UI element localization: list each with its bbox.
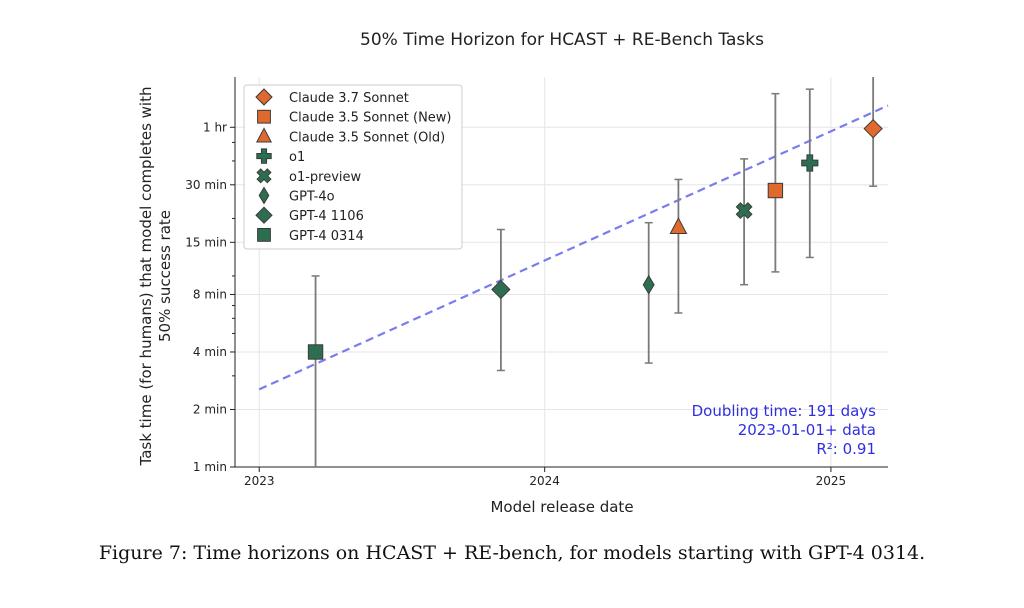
chart: 50% Time Horizon for HCAST + RE-Bench Ta… bbox=[137, 30, 889, 516]
figure-caption: Figure 7: Time horizons on HCAST + RE-be… bbox=[98, 542, 926, 564]
annotation: Doubling time: 191 days 2023-01-01+ data… bbox=[692, 402, 877, 458]
legend-entry-label: Claude 3.5 Sonnet (New) bbox=[289, 111, 452, 126]
legend-entry-label: Claude 3.7 Sonnet bbox=[289, 91, 409, 106]
marker-plus bbox=[801, 154, 819, 172]
marker-square bbox=[767, 182, 784, 199]
marker-thin-diamond bbox=[258, 186, 270, 205]
y-tick-label: 2 min bbox=[193, 402, 227, 416]
legend-entry-label: GPT-4o bbox=[289, 190, 335, 205]
marker-plus bbox=[256, 148, 272, 164]
data-point bbox=[642, 221, 655, 364]
data-point bbox=[669, 178, 688, 314]
x-tick-label: 2023 bbox=[244, 474, 275, 488]
annotation-line-1: Doubling time: 191 days bbox=[692, 402, 877, 420]
marker-diamond bbox=[255, 206, 273, 224]
y-tick-label: 8 min bbox=[193, 287, 227, 301]
legend: Claude 3.7 Sonnet Claude 3.5 Sonnet (New)… bbox=[243, 84, 463, 250]
trend-line-group bbox=[258, 104, 889, 391]
data-point bbox=[801, 88, 819, 259]
legend-entry-label: o1 bbox=[289, 150, 305, 165]
data-point bbox=[767, 92, 784, 273]
y-tick-label: 4 min bbox=[193, 345, 227, 359]
y-tick-label: 1 min bbox=[193, 460, 227, 474]
marker-thin-diamond bbox=[642, 274, 655, 295]
marker-x bbox=[256, 168, 272, 184]
legend-entry-label: o1-preview bbox=[289, 170, 362, 185]
data-point bbox=[735, 158, 753, 286]
marker-square bbox=[257, 228, 271, 242]
x-axis-title: Model release date bbox=[490, 498, 633, 516]
marker-square bbox=[307, 344, 324, 360]
marker-square bbox=[257, 109, 271, 124]
legend-entry-label: GPT-4 1106 bbox=[289, 209, 364, 224]
data-point bbox=[491, 228, 511, 372]
legend-entry-label: GPT-4 0314 bbox=[289, 229, 364, 244]
marker-diamond bbox=[255, 88, 273, 106]
legend-entry-label: Claude 3.5 Sonnet (Old) bbox=[289, 130, 445, 145]
annotation-line-2: 2023-01-01+ data bbox=[738, 421, 876, 439]
y-tick-label: 15 min bbox=[185, 235, 227, 249]
y-axis-title-line2: 50% success rate bbox=[156, 210, 174, 342]
data-point bbox=[307, 275, 324, 467]
marker-triangle bbox=[669, 217, 688, 234]
axes: 1 min 2 min 4 min 8 min 15 min 30 min 1 hr 2023… bbox=[185, 77, 888, 488]
marker-triangle bbox=[255, 127, 273, 143]
marker-diamond bbox=[491, 279, 511, 300]
chart-title: 50% Time Horizon for HCAST + RE-Bench Ta… bbox=[360, 30, 764, 50]
x-tick-label: 2024 bbox=[529, 474, 560, 488]
data-point bbox=[863, 77, 883, 187]
y-axis-title-line1: Task time (for humans) that model comple… bbox=[137, 87, 155, 467]
marker-x bbox=[735, 202, 753, 220]
x-tick-label: 2025 bbox=[816, 474, 847, 488]
y-tick-label: 30 min bbox=[185, 178, 227, 192]
data-points bbox=[307, 77, 883, 467]
annotation-line-3: R²: 0.91 bbox=[816, 440, 876, 458]
legend-box bbox=[243, 84, 463, 250]
marker-diamond bbox=[863, 118, 883, 139]
y-tick-label: 1 hr bbox=[203, 120, 227, 134]
trend-line bbox=[258, 104, 889, 391]
